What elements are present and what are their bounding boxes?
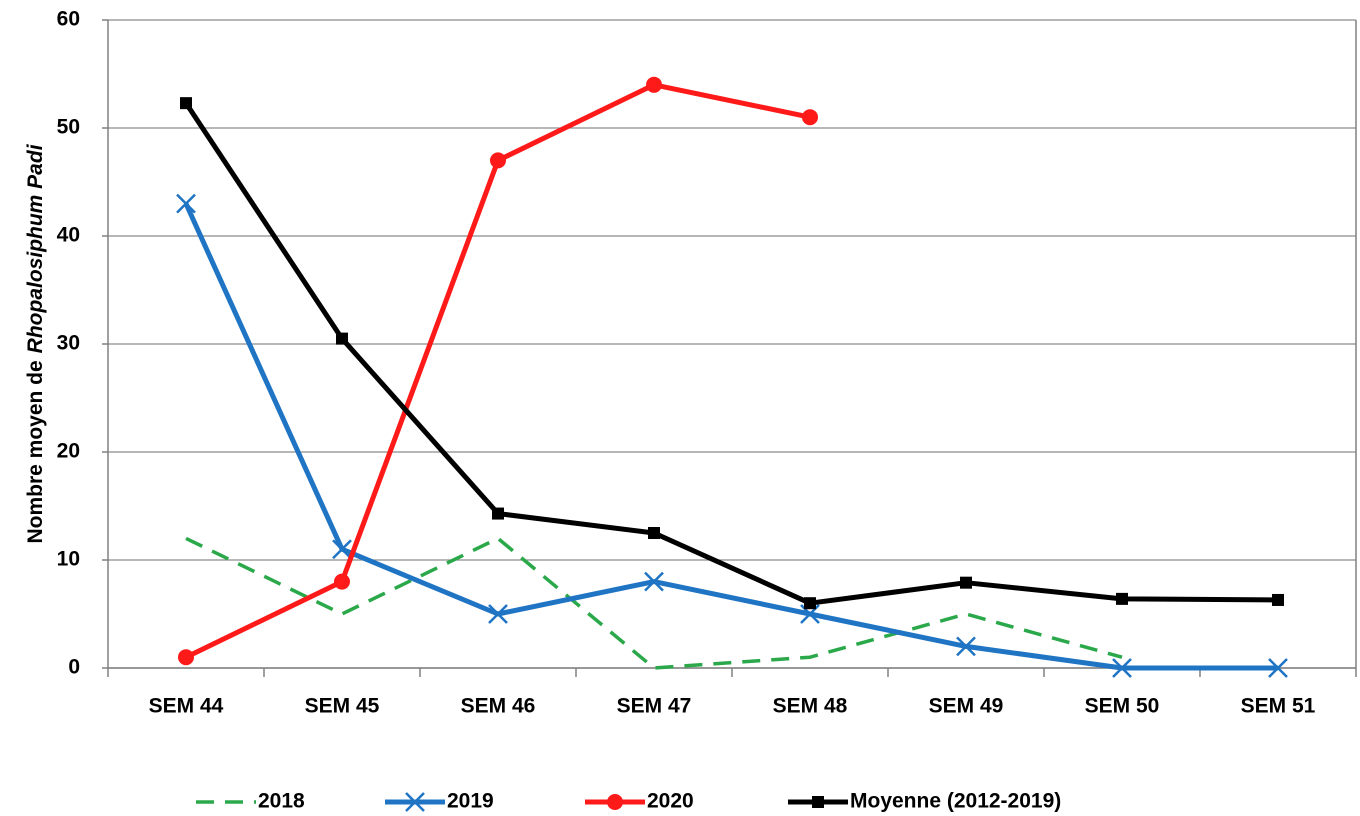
y-tick-label: 40 bbox=[57, 224, 80, 247]
legend-marker bbox=[607, 794, 623, 810]
y-axis-label: Nombre moyen de Rhopalosiphum Padi bbox=[24, 143, 47, 543]
y-label-text: Nombre moyen de bbox=[24, 360, 47, 543]
x-tick-label: SEM 51 bbox=[1241, 695, 1316, 718]
y-label-species: Rhopalosiphum Padi bbox=[24, 143, 47, 353]
series-line bbox=[183, 202, 1278, 671]
x-tick-label: SEM 48 bbox=[773, 695, 848, 718]
data-point bbox=[1268, 658, 1288, 678]
x-tick-label: SEM 45 bbox=[305, 695, 380, 718]
data-point bbox=[490, 152, 506, 169]
data-point bbox=[332, 539, 352, 560]
legend-label: 2018 bbox=[258, 790, 305, 813]
y-tick-label: 10 bbox=[57, 548, 80, 571]
data-point bbox=[956, 636, 976, 657]
series-line bbox=[183, 101, 1279, 606]
y-tick-label: 30 bbox=[57, 332, 80, 355]
data-point bbox=[644, 571, 664, 592]
data-point bbox=[804, 597, 816, 610]
data-point bbox=[802, 109, 818, 126]
data-point bbox=[180, 97, 192, 110]
data-point bbox=[176, 193, 196, 214]
data-point bbox=[336, 332, 348, 345]
series-line bbox=[184, 82, 811, 660]
data-point bbox=[1116, 592, 1128, 605]
y-tick-label: 50 bbox=[57, 116, 80, 139]
y-tick-label: 20 bbox=[57, 440, 80, 463]
x-tick-label: SEM 47 bbox=[617, 695, 692, 718]
data-point bbox=[334, 573, 350, 590]
data-point bbox=[492, 507, 504, 520]
x-tick-label: SEM 46 bbox=[461, 695, 536, 718]
x-tick-label: SEM 49 bbox=[929, 695, 1004, 718]
legend-label: Moyenne (2012-2019) bbox=[850, 790, 1061, 813]
legend-label: 2020 bbox=[647, 790, 694, 813]
legend-marker bbox=[812, 796, 824, 808]
x-tick-label: SEM 44 bbox=[149, 695, 224, 718]
data-point bbox=[178, 649, 194, 666]
data-point bbox=[646, 76, 662, 93]
legend-label: 2019 bbox=[447, 790, 494, 813]
data-point bbox=[960, 576, 972, 589]
data-point bbox=[1112, 658, 1132, 678]
x-tick-label: SEM 50 bbox=[1085, 695, 1160, 718]
data-point bbox=[648, 527, 660, 539]
y-tick-label: 0 bbox=[68, 656, 80, 679]
data-point bbox=[1272, 593, 1284, 606]
y-tick-label: 60 bbox=[57, 8, 80, 31]
data-point bbox=[488, 604, 508, 624]
legend-marker bbox=[405, 792, 425, 812]
